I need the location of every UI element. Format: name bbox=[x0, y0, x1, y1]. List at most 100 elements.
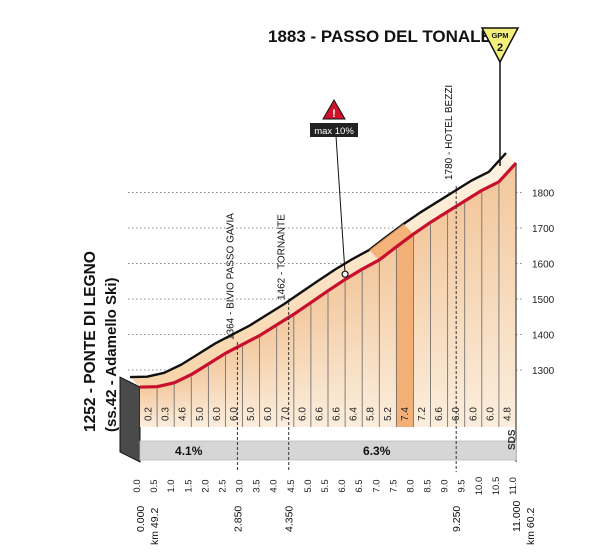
segment-gradient-label: 6.6 bbox=[434, 407, 445, 421]
profile-start-block bbox=[119, 376, 141, 463]
km-tick-label: 4.0 bbox=[269, 479, 280, 492]
segment-gradient-label: 4.8 bbox=[502, 407, 513, 421]
distance-label: 4.350 bbox=[284, 506, 296, 532]
profile-segment bbox=[362, 259, 380, 427]
distance-label: 0.000 bbox=[135, 506, 147, 532]
climb-title: 1883 - PASSO DEL TONALE bbox=[268, 27, 492, 46]
warning-triangle-icon bbox=[322, 99, 346, 120]
segment-gradient-label: 0.3 bbox=[161, 407, 172, 421]
gpm-category: 2 bbox=[497, 42, 503, 54]
km-tick-label: 8.5 bbox=[423, 479, 434, 492]
max-gradient-label: max 10% bbox=[314, 126, 354, 137]
km-marker-label: km 60.2 bbox=[525, 507, 537, 545]
max-gradient-point bbox=[341, 270, 349, 278]
profile-segment bbox=[259, 324, 277, 427]
km-tick-label: 11.0 bbox=[508, 477, 519, 495]
segment-gradient-label: 6.0 bbox=[263, 407, 274, 421]
profile-segment bbox=[498, 163, 516, 427]
km-tick-label: 9.0 bbox=[440, 479, 451, 492]
brand-mark: SDS bbox=[507, 429, 518, 450]
landmark-label: 1780 - HOTEL BEZZI bbox=[444, 85, 455, 180]
profile-segment bbox=[276, 314, 294, 427]
profile-segment bbox=[191, 363, 209, 427]
segment-gradient-label: 6.0 bbox=[212, 407, 223, 421]
km-tick-label: 0.0 bbox=[132, 479, 143, 492]
max-gradient-leader bbox=[335, 135, 346, 275]
km-tick-label: 7.0 bbox=[371, 479, 382, 492]
profile-steep-highlight bbox=[369, 224, 414, 260]
km-tick-label: 10.0 bbox=[474, 477, 485, 496]
segment-gradient-label: 5.0 bbox=[195, 407, 206, 421]
km-tick-label: 1.5 bbox=[183, 479, 194, 492]
km-tick-label: 10.5 bbox=[491, 477, 502, 496]
elevation-tick-label: 1300 bbox=[532, 366, 555, 377]
segment-gradient-label: 5.0 bbox=[246, 407, 257, 421]
km-marker-label: km 49.2 bbox=[149, 507, 161, 545]
max-gradient-box bbox=[310, 123, 358, 137]
elevation-tick-label: 1700 bbox=[532, 224, 555, 235]
profile-segment bbox=[379, 246, 397, 427]
distance-label: 2.850 bbox=[232, 506, 244, 532]
segment-gradient-label: 5.8 bbox=[366, 407, 377, 421]
profile-segment bbox=[225, 344, 243, 427]
profile-line bbox=[139, 161, 518, 389]
landmark-label: 1364 - BIVIO PASSO GAVIA bbox=[225, 213, 236, 340]
profile-segment bbox=[345, 269, 363, 427]
start-location-sublabel: (ss.42 - Adamello Ski) bbox=[103, 277, 120, 432]
profile-segment bbox=[208, 353, 226, 427]
profile-segment bbox=[157, 382, 175, 427]
km-tick-label: 6.0 bbox=[337, 479, 348, 492]
gpm-badge-label: GPM bbox=[491, 31, 508, 40]
profile-segment bbox=[464, 190, 482, 427]
elevation-tick-label: 1800 bbox=[532, 189, 555, 200]
segment-gradient-label: 7.0 bbox=[280, 407, 291, 421]
km-tick-label: 2.5 bbox=[217, 479, 228, 492]
gpm-badge-icon bbox=[480, 27, 520, 64]
profile-segment bbox=[293, 302, 311, 427]
elevation-tick-label: 1500 bbox=[532, 295, 555, 306]
profile-segment bbox=[481, 181, 499, 427]
distance-label: 9.250 bbox=[451, 506, 463, 532]
elevation-tick-label: 1400 bbox=[532, 331, 555, 342]
segment-gradient-label: 6.0 bbox=[468, 407, 479, 421]
km-tick-label: 3.5 bbox=[252, 479, 263, 492]
distance-label: 11.000 bbox=[511, 501, 523, 532]
km-tick-label: 3.0 bbox=[235, 479, 246, 492]
segment-gradient-label: 6.0 bbox=[297, 407, 308, 421]
avg-gradient-label: 4.1% bbox=[175, 444, 203, 458]
profile-segment bbox=[430, 211, 448, 427]
segment-gradient-label: 5.2 bbox=[383, 407, 394, 421]
km-tick-label: 6.5 bbox=[354, 479, 365, 492]
km-tick-label: 1.0 bbox=[166, 479, 177, 492]
segment-gradient-label: 7.4 bbox=[400, 407, 411, 421]
km-tick-label: 2.0 bbox=[200, 479, 211, 492]
km-tick-label: 5.5 bbox=[320, 479, 331, 492]
avg-gradient-strip bbox=[139, 440, 517, 461]
elevation-tick-label: 1600 bbox=[532, 260, 555, 271]
profile-segment bbox=[413, 222, 431, 427]
segment-gradient-label: 4.6 bbox=[178, 407, 189, 421]
segment-gradient-label: 6.6 bbox=[314, 407, 325, 421]
start-location-label: 1252 - PONTE DI LEGNO bbox=[82, 251, 99, 432]
segment-gradient-label: 6.0 bbox=[485, 407, 496, 421]
warning-exclamation-icon: ! bbox=[332, 108, 336, 120]
segment-gradient-label: 6.6 bbox=[332, 407, 343, 421]
segment-gradient-label: 0.2 bbox=[144, 407, 155, 421]
profile-segment bbox=[310, 290, 328, 427]
avg-gradient-label: 6.3% bbox=[363, 444, 391, 458]
profile-crest-line bbox=[129, 152, 507, 379]
km-tick-label: 4.5 bbox=[286, 479, 297, 492]
segment-gradient-label: 6.4 bbox=[349, 407, 360, 421]
profile-segment bbox=[396, 234, 414, 427]
km-tick-label: 5.0 bbox=[303, 479, 314, 492]
km-tick-label: 9.5 bbox=[457, 479, 468, 492]
profile-segment bbox=[140, 386, 158, 427]
km-tick-label: 7.5 bbox=[388, 479, 399, 492]
segment-gradient-label: 6.0 bbox=[229, 407, 240, 421]
segment-gradient-label: 7.2 bbox=[417, 407, 428, 421]
km-tick-label: 0.5 bbox=[149, 479, 160, 492]
profile-segment bbox=[174, 374, 192, 427]
profile-segment bbox=[328, 279, 346, 427]
